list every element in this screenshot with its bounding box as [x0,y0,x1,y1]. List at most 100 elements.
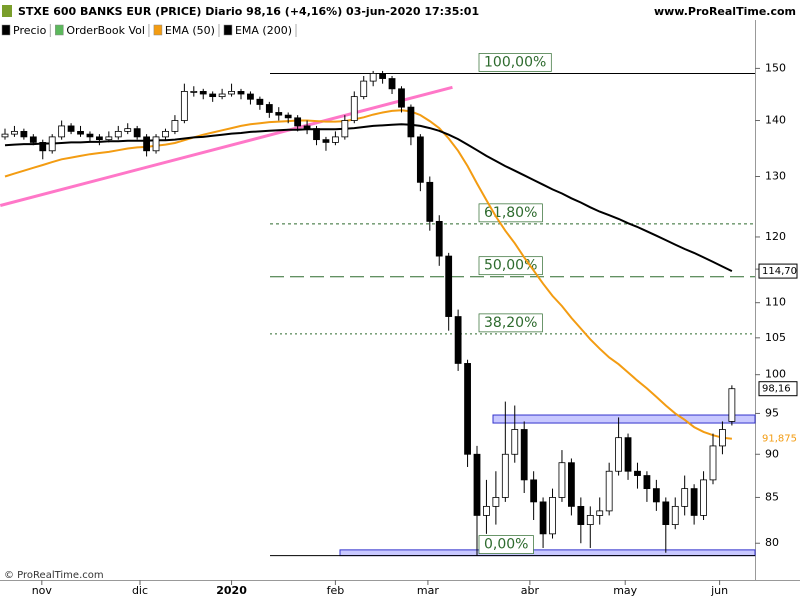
candle-body [247,93,254,100]
candle-body [331,136,339,143]
candle-body [275,112,283,116]
candle-body [426,181,434,222]
candle-body [577,505,585,525]
trendline [0,85,453,207]
footer: © ProRealTime.com [4,570,104,581]
candle-body [48,136,56,152]
y-tick-label: 120 [765,230,786,243]
candle-body [464,363,471,455]
x-tick-label: may [613,584,637,597]
y-tick-label: 80 [765,536,779,549]
y-tick-label: 100 [765,368,786,381]
candle-body [671,505,679,525]
source: www.ProRealTime.com [654,5,796,18]
candle-body [473,453,481,516]
candle-body [700,479,707,516]
candle-body [643,475,651,490]
candle-body [435,220,443,257]
candle-body [379,73,387,79]
chart-title: STXE 600 BANKS EUR (PRICE) Diario 98,16 … [18,5,479,18]
level-label: 38,20% [484,315,537,331]
last-value-label: 114,70 [762,266,797,277]
candle-body [511,429,519,455]
y-tick-label: 85 [765,490,779,503]
candle-body [501,453,509,498]
candle-body [199,91,207,95]
candle-body [360,80,368,98]
candle-body [690,488,698,516]
x-tick-label: feb [327,584,345,597]
candle-body [67,125,75,132]
level-label-box [478,313,543,333]
level-label: 50,00% [484,258,537,274]
candle-body [549,497,556,535]
candle-body [114,130,122,138]
candle-body [256,98,264,105]
legend-label: EMA (200) [235,24,292,37]
candle-body [284,114,292,119]
legend-swatch [1,24,11,36]
candle-body [11,130,18,135]
candle-body [152,136,160,152]
candle-body [652,488,660,503]
level-label: 0,00% [484,537,528,553]
x-tick-label: 2020 [216,584,247,597]
candle-body [483,505,490,516]
candle-body [171,120,179,132]
candle-body [388,78,396,90]
candle-body [228,91,235,95]
level-label-box [478,203,543,223]
y-tick-label: 140 [765,114,786,127]
candle-body [124,128,132,132]
candle-body [445,255,453,317]
x-tick-label: abr [521,584,540,597]
legend-swatch [223,24,233,36]
y-tick-label: 90 [765,447,779,460]
candle-body [322,139,330,143]
candle-body [568,462,575,507]
candle-body [662,501,670,525]
candle-body [58,125,66,138]
ema-line [4,109,733,440]
legend-swatch [153,24,163,36]
candle-body [407,106,415,138]
level-label: 61,80% [484,205,537,221]
candle-body [294,117,302,127]
y-tick-label: 110 [765,296,786,309]
candle-body [341,120,349,138]
candle-body [728,388,736,422]
candle-body [615,437,622,472]
candle-body [96,136,103,141]
candle-body [265,104,273,113]
level-label-box [478,535,534,554]
candle-body [539,501,547,535]
candle-body [709,445,717,481]
header-icon [2,5,12,17]
candle-body [86,133,94,138]
y-tick-label: 95 [765,406,779,419]
y-tick-label: 150 [765,61,786,74]
last-value-box [758,381,798,397]
zone [339,549,756,557]
candle-body [237,91,245,95]
candle-body [416,136,424,183]
candle-body [133,128,141,138]
candle-body [369,73,377,82]
candle-body [558,462,566,498]
zone [492,414,756,424]
candle-body [105,136,113,141]
x-tick-label: mar [417,584,439,597]
last-value-label: 91,875 [762,434,797,445]
candle-body [634,470,641,476]
y-tick-label: 130 [765,169,786,182]
candle-body [77,130,84,135]
candle-body [586,515,594,525]
candle-body [624,437,632,472]
candle-body [454,316,462,364]
legend-label: EMA (50) [165,24,215,37]
legend-label: Precio [13,24,47,37]
candle-body [313,128,320,141]
candle-body [350,96,358,121]
level-label: 100,00% [484,54,546,70]
